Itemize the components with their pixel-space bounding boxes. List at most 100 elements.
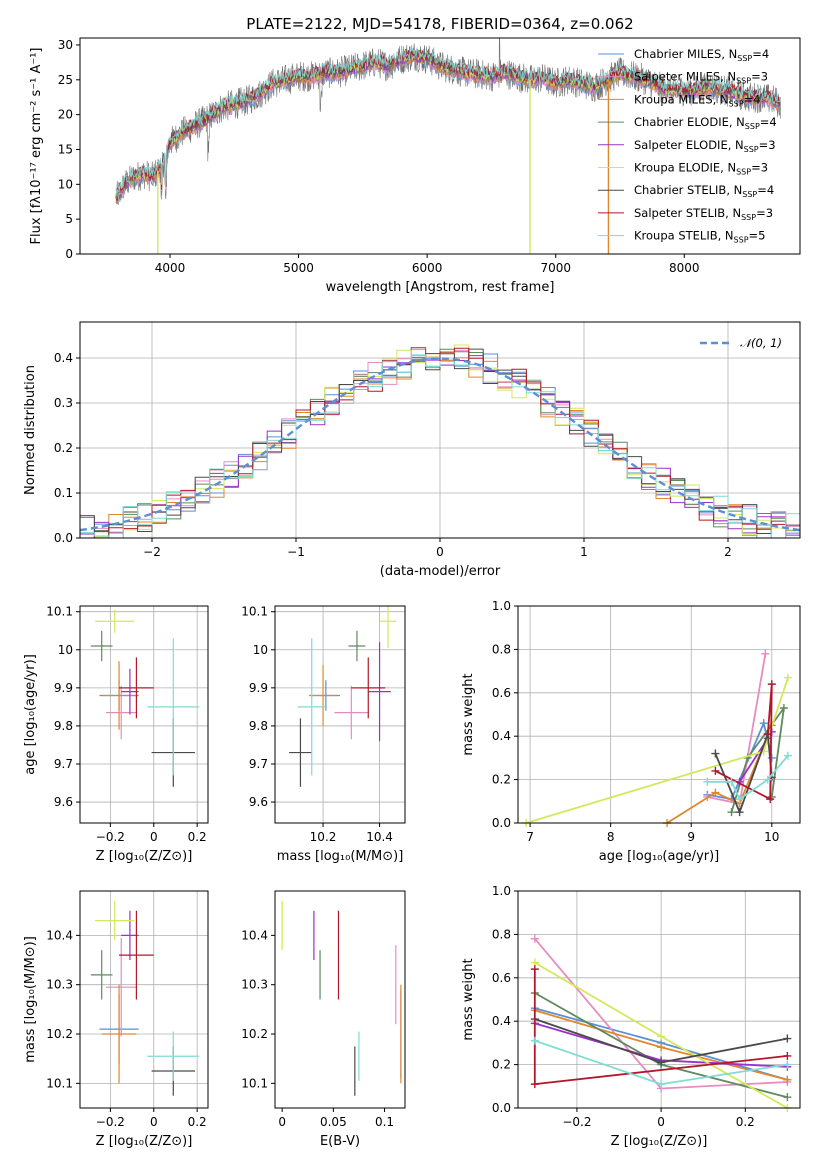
weight-line <box>714 733 773 815</box>
weight-marker <box>759 719 768 728</box>
errorbar-point <box>147 1031 200 1081</box>
x-tick-label: 10.4 <box>366 830 393 844</box>
y-tick-label: 9.8 <box>54 719 73 733</box>
weight-line <box>666 725 773 823</box>
x-tick-label: 7000 <box>540 261 571 275</box>
weight-marker <box>530 965 539 974</box>
weight-marker <box>657 1043 666 1052</box>
weight-marker <box>727 808 736 817</box>
legend-entry: Chabrier ELODIE, NSSP=4 <box>634 115 777 131</box>
weight-marker <box>761 649 770 658</box>
weight-marker <box>735 808 744 817</box>
errorbar-point <box>101 984 137 1084</box>
axes-frame <box>79 890 209 1109</box>
y-tick-label: 0.1 <box>54 486 73 500</box>
legend-entry: Chabrier MILES, NSSP=4 <box>634 47 769 63</box>
y-tick-label: 9.8 <box>249 719 268 733</box>
y-tick-label: 0.8 <box>492 927 511 941</box>
x-tick-label: 5000 <box>283 261 314 275</box>
y-tick-label: 10 <box>58 643 73 657</box>
weight-marker <box>783 1051 792 1060</box>
weight-marker <box>763 730 772 739</box>
x-tick-label: 0.1 <box>375 1115 394 1129</box>
axes-frame <box>274 890 406 1109</box>
weight-marker <box>735 795 744 804</box>
legend-series-name: Salpeter ELODIE, N <box>634 138 744 152</box>
weight-marker <box>530 1080 539 1089</box>
y-tick-label: 10 <box>253 643 268 657</box>
errorbar-point <box>147 638 200 776</box>
legend-nssp-value: =4 <box>744 92 761 106</box>
legend-entry: Salpeter STELIB, NSSP=3 <box>634 206 773 222</box>
x-axis-label: Z [log₁₀(Z/Z⊙)] <box>96 849 193 864</box>
weight-marker <box>657 1058 666 1067</box>
x-tick-label: 0.2 <box>188 1115 207 1129</box>
axes-frame <box>79 321 801 539</box>
legend-nssp-value: =3 <box>756 206 773 220</box>
weight-marker <box>766 795 775 804</box>
x-tick-label: 4000 <box>155 261 186 275</box>
x-axis-label: Z [log₁₀(Z/Z⊙)] <box>96 1134 193 1149</box>
legend-series-name: Kroupa ELODIE, N <box>634 161 736 175</box>
legend-series-name: Chabrier MILES, N <box>634 47 737 61</box>
legend-subscript: SSP <box>729 99 744 108</box>
mass-vs-Z-panel: −0.2 0 0.2 10.1 10.2 10.3 10.4 Z [log₁₀(Z/Z⊙)] m… <box>23 890 209 1149</box>
x-tick-label: 0 <box>150 830 158 844</box>
y-tick-label: 0.4 <box>492 729 511 743</box>
weight-marker <box>711 749 720 758</box>
legend-subscript: SSP <box>745 122 760 131</box>
axes-frame <box>517 605 801 824</box>
y-tick-label: 0.2 <box>492 1058 511 1072</box>
legend-series-name: Kroupa STELIB, N <box>634 229 734 243</box>
y-axis-label: age [log₁₀(age/yr)] <box>23 654 38 775</box>
y-tick-label: 0.8 <box>492 642 511 656</box>
residual-histogram <box>80 354 800 538</box>
x-tick-label: −0.2 <box>562 1115 591 1129</box>
x-tick-label: 8 <box>607 830 615 844</box>
y-tick-label: 10.2 <box>46 1027 73 1041</box>
y-tick-label: 10.1 <box>241 1076 268 1090</box>
mass-vs-ebv-panel: 0 0.05 0.1 10.1 10.2 10.3 10.4 E(B-V) <box>241 890 406 1149</box>
weight-marker <box>763 775 772 784</box>
legend-series-name: Chabrier STELIB, N <box>634 183 742 197</box>
x-tick-label: 0 <box>436 545 444 559</box>
y-tick-label: 0.2 <box>54 441 73 455</box>
errorbar-point <box>308 665 338 726</box>
x-tick-label: 0.2 <box>736 1115 755 1129</box>
x-tick-label: 8000 <box>669 261 700 275</box>
y-tick-label: 5 <box>65 212 73 226</box>
x-tick-label: 0 <box>657 1115 665 1129</box>
weight-marker <box>657 1032 666 1041</box>
y-tick-label: 10 <box>58 177 73 191</box>
y-tick-label: 10.3 <box>46 978 73 992</box>
x-axis-label: age [log₁₀(age/yr)] <box>599 849 720 864</box>
y-tick-label: 9.6 <box>249 795 268 809</box>
legend-entry: 𝒩(0, 1) <box>740 336 782 350</box>
axes-frame <box>517 890 801 1109</box>
y-tick-label: 25 <box>58 73 73 87</box>
weight-marker <box>703 777 712 786</box>
y-tick-label: 10.4 <box>46 928 73 942</box>
errorbar-point <box>119 657 154 719</box>
legend-series-name: Salpeter MILES, N <box>634 70 736 84</box>
x-tick-label: −2 <box>143 545 161 559</box>
axes-frame <box>274 605 406 824</box>
weight-marker <box>783 1060 792 1069</box>
model-spectrum <box>115 47 781 199</box>
x-axis-label: wavelength [Angstrom, rest frame] <box>326 280 555 295</box>
y-tick-label: 9.9 <box>54 681 73 695</box>
y-tick-label: 10.4 <box>241 928 268 942</box>
x-tick-label: 10.2 <box>310 830 337 844</box>
legend-nssp-value: =5 <box>749 229 766 243</box>
y-tick-label: 0.4 <box>54 351 73 365</box>
y-tick-label: 0.4 <box>492 1014 511 1028</box>
y-tick-label: 0.3 <box>54 396 73 410</box>
y-axis-label: Normed distribution <box>23 365 38 495</box>
legend-subscript: SSP <box>734 236 749 245</box>
legend-subscript: SSP <box>737 54 752 63</box>
y-tick-label: 9.7 <box>249 757 268 771</box>
panels: 4000 5000 6000 7000 8000051015202530waveleng… <box>23 37 801 1149</box>
legend-subscript: SSP <box>742 190 757 199</box>
age-vs-mass-panel: 10.2 10.4 9.6 9.7 9.8 9.9 10 10.1 mass [log₁₀(M/… <box>241 605 406 864</box>
